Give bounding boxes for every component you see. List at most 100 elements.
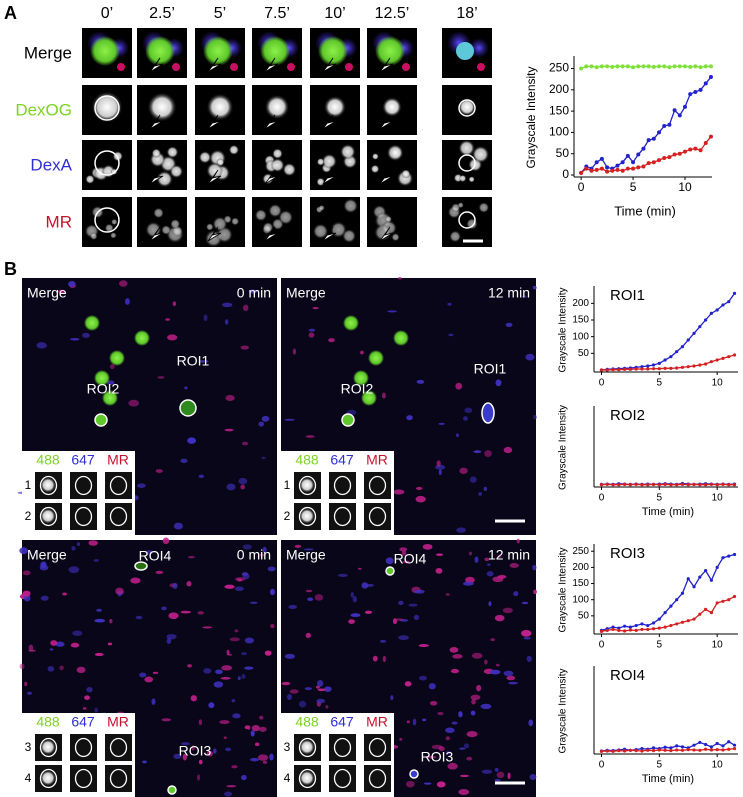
data-point	[663, 366, 667, 370]
speckle	[422, 718, 427, 722]
blob	[206, 162, 224, 180]
data-point	[721, 356, 725, 360]
speckle	[415, 486, 423, 490]
speckle	[468, 551, 473, 556]
data-point	[721, 599, 725, 603]
roi-circle	[94, 95, 120, 121]
inset-channel: 647	[330, 452, 354, 468]
data-point	[675, 622, 679, 626]
data-point	[682, 64, 687, 69]
speckle	[364, 583, 374, 587]
speckle	[398, 635, 410, 641]
arrowhead	[264, 57, 279, 73]
speckle	[478, 492, 482, 496]
speckle	[456, 527, 466, 533]
speckle	[244, 666, 254, 670]
speckle	[419, 675, 427, 681]
data-point	[599, 629, 604, 633]
data-point	[640, 365, 644, 369]
roi-circle	[385, 566, 395, 576]
data-point	[680, 345, 685, 349]
speckle	[145, 550, 153, 555]
speckle	[284, 653, 296, 659]
speckle	[225, 747, 232, 752]
roi-circle	[74, 506, 93, 527]
speckle	[242, 544, 252, 550]
speckle	[532, 414, 537, 420]
data-point	[667, 155, 672, 160]
blob	[40, 770, 56, 786]
speckle	[382, 392, 386, 399]
time-label: 2.5’	[149, 5, 175, 22]
data-point	[646, 364, 650, 368]
speckle	[70, 642, 80, 648]
data-point	[669, 746, 673, 750]
data-point	[646, 367, 650, 371]
speckle	[203, 314, 208, 322]
blob	[156, 170, 174, 188]
speckle	[438, 469, 442, 476]
speckle	[328, 338, 335, 343]
speckle	[448, 333, 454, 337]
speckle	[382, 655, 386, 663]
speckle	[497, 554, 502, 559]
blob	[391, 233, 400, 242]
series-line	[601, 553, 735, 632]
data-point	[611, 625, 615, 629]
blob	[278, 209, 294, 225]
data-point	[715, 483, 719, 487]
x-tick-label: 0	[599, 493, 605, 504]
data-point	[657, 367, 661, 371]
speckle	[316, 679, 324, 687]
arrowhead	[322, 226, 337, 242]
speckle	[119, 280, 128, 287]
speckle	[172, 582, 178, 590]
speckle	[502, 607, 513, 614]
inset-channel: MR	[366, 452, 388, 468]
time-label: 7.5’	[264, 5, 290, 22]
roi-circle	[368, 506, 387, 527]
speckle	[308, 332, 315, 338]
speckle	[182, 753, 187, 761]
speckle	[466, 756, 473, 761]
speckle	[215, 669, 223, 675]
speckle	[474, 556, 479, 563]
speckle	[198, 359, 209, 363]
speckle	[250, 757, 260, 762]
data-point	[698, 363, 702, 367]
blob	[456, 42, 474, 60]
speckle	[325, 705, 329, 709]
blob	[40, 739, 56, 755]
speckle	[226, 649, 230, 656]
blob	[287, 63, 295, 71]
speckle	[481, 769, 493, 774]
speckle	[494, 768, 499, 772]
speckle	[58, 289, 65, 294]
data-point	[715, 308, 719, 312]
chart-title: ROI1	[610, 287, 645, 304]
speckle	[198, 474, 205, 478]
speckle	[337, 573, 348, 578]
blob	[316, 157, 325, 166]
blob	[316, 177, 325, 187]
data-point	[634, 367, 638, 371]
speckle	[398, 600, 404, 606]
blob	[85, 174, 95, 185]
speckle	[447, 302, 452, 306]
data-point	[721, 303, 725, 307]
speckle	[109, 618, 113, 624]
speckle	[224, 428, 234, 432]
speckle	[405, 780, 415, 788]
blob	[282, 162, 297, 177]
speckle	[180, 458, 188, 463]
roi-circle	[333, 737, 352, 758]
data-point	[682, 104, 687, 109]
speckle	[259, 715, 264, 720]
data-point	[651, 627, 656, 631]
data-point	[703, 64, 708, 69]
data-point	[623, 629, 627, 633]
blob	[318, 204, 325, 211]
arrowhead	[207, 57, 222, 73]
speckle	[458, 711, 463, 718]
